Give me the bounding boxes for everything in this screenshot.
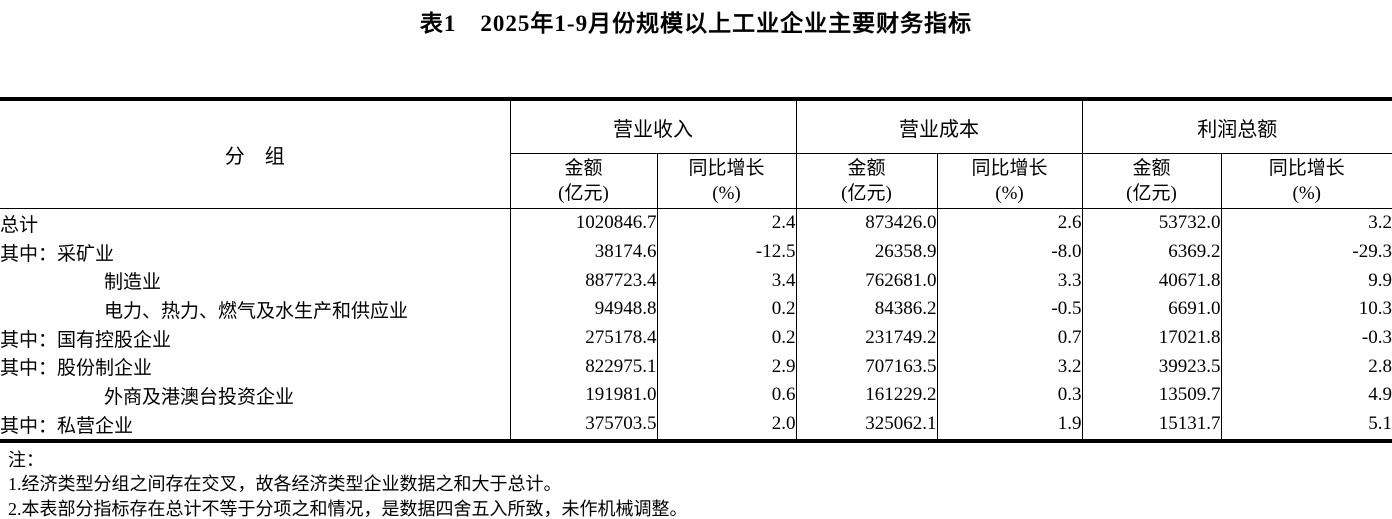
cell-profit-growth: 3.2 [1368, 212, 1392, 234]
header-operating-revenue: 营业收入 [510, 99, 797, 154]
cell-revenue-amount: 191981.0 [510, 381, 658, 410]
subheader-cost-amount-line1: 金额 [847, 158, 886, 179]
subheader-cost-amount: 金额 (亿元) [796, 153, 938, 209]
subheader-profit-growth-line1: 同比增长 [1268, 158, 1345, 179]
table-row: 其中：采矿业 38174.6 -12.5 26358.9 -8.0 6369.2… [0, 237, 1392, 267]
header-operating-cost: 营业成本 [796, 99, 1083, 154]
cell-revenue-growth: 0.2 [657, 323, 797, 353]
cell-cost-amount: 325062.1 [796, 409, 938, 441]
cell-cost-amount: 762681.0 [796, 266, 938, 296]
table-row: 其中：国有控股企业 275178.4 0.2 231749.2 0.7 1702… [0, 323, 1392, 353]
table-row: 外商及港澳台投资企业 191981.0 0.6 161229.2 0.3 135… [0, 381, 1392, 410]
cell-profit-growth: 5.1 [1368, 413, 1392, 435]
row-group-label: 制造业 [0, 266, 511, 296]
subheader-cost-growth: 同比增长 (%) [937, 153, 1083, 209]
cell-cost-amount: 26358.9 [796, 237, 938, 267]
table-row: 制造业 887723.4 3.4 762681.0 3.3 40671.8 9.… [0, 266, 1392, 296]
cell-revenue-growth: 0.6 [657, 381, 797, 410]
cell-cost-growth: -8.0 [937, 237, 1083, 267]
note-2: 2.本表部分指标存在总计不等于分项之和情况，是数据四舍五入所致，未作机械调整。 [8, 498, 688, 519]
cell-profit-growth: 2.8 [1368, 355, 1392, 377]
cell-cost-amount: 84386.2 [796, 295, 938, 324]
cell-profit-amount: 15131.7 [1082, 409, 1222, 441]
cell-revenue-amount: 1020846.7 [510, 208, 658, 238]
subheader-profit-amount-line1: 金额 [1132, 158, 1171, 179]
subheader-profit-growth-line2: (%) [1292, 183, 1321, 204]
row-group-label: 其中：国有控股企业 [0, 323, 511, 353]
subheader-revenue-amount-line1: 金额 [564, 158, 603, 179]
row-group-label: 电力、热力、燃气及水生产和供应业 [0, 295, 511, 324]
cell-cost-growth: 0.3 [937, 381, 1083, 410]
subheader-revenue-amount-line2: (亿元) [558, 183, 609, 204]
page-title: 表1 2025年1-9月份规模以上工业企业主要财务指标 [419, 11, 973, 36]
cell-revenue-amount: 887723.4 [510, 266, 658, 296]
cell-profit-amount: 40671.8 [1082, 266, 1222, 296]
cell-revenue-growth: 2.0 [657, 409, 797, 441]
cell-profit-amount: 39923.5 [1082, 352, 1222, 382]
row-group-label: 其中：私营企业 [0, 409, 511, 441]
cell-revenue-amount: 375703.5 [510, 409, 658, 441]
header-sub-row: 金额 (亿元) 同比增长 (%) 金额 (亿元) 同比增长 (%) 金额 ( [0, 153, 1392, 209]
table-row: 总计 1020846.7 2.4 873426.0 2.6 53732.0 3.… [0, 208, 1392, 238]
cell-cost-growth: 3.2 [937, 352, 1083, 382]
cell-cost-growth: 2.6 [937, 208, 1083, 238]
cell-cost-growth: 0.7 [937, 323, 1083, 353]
cell-profit-amount: 6691.0 [1082, 295, 1222, 324]
cell-revenue-amount: 38174.6 [510, 237, 658, 267]
cell-cost-amount: 231749.2 [796, 323, 938, 353]
cell-revenue-growth: 3.4 [657, 266, 797, 296]
subheader-profit-amount-line2: (亿元) [1126, 183, 1177, 204]
cell-cost-amount: 707163.5 [796, 352, 938, 382]
cell-revenue-amount: 822975.1 [510, 352, 658, 382]
cell-revenue-growth: -12.5 [657, 237, 797, 267]
subheader-cost-growth-line2: (%) [995, 183, 1024, 204]
subheader-revenue-growth-line1: 同比增长 [688, 158, 765, 179]
cell-revenue-growth: 2.9 [657, 352, 797, 382]
notes-label: 注： [8, 449, 44, 470]
cell-cost-growth: -0.5 [937, 295, 1083, 324]
cell-profit-amount: 53732.0 [1082, 208, 1222, 238]
header-group-row: 分 组 营业收入 营业成本 利润总额 [0, 99, 1392, 209]
cell-profit-amount: 17021.8 [1082, 323, 1222, 353]
cell-revenue-amount: 94948.8 [510, 295, 658, 324]
subheader-profit-amount: 金额 (亿元) [1082, 153, 1222, 209]
row-group-label: 外商及港澳台投资企业 [0, 381, 511, 410]
cell-cost-growth: 3.3 [937, 266, 1083, 296]
cell-profit-growth: 10.3 [1358, 298, 1392, 320]
subheader-profit-growth: 同比增长 (%) [1221, 153, 1392, 209]
cell-profit-growth: 4.9 [1368, 384, 1392, 406]
cell-cost-amount: 161229.2 [796, 381, 938, 410]
note-1: 1.经济类型分组之间存在交叉，故各经济类型企业数据之和大于总计。 [8, 474, 562, 494]
subheader-revenue-amount: 金额 (亿元) [510, 153, 658, 209]
cell-profit-growth: -29.3 [1352, 241, 1392, 263]
cell-cost-growth: 1.9 [937, 409, 1083, 441]
subheader-revenue-growth-line2: (%) [712, 183, 741, 204]
cell-revenue-growth: 0.2 [657, 295, 797, 324]
subheader-revenue-growth: 同比增长 (%) [657, 153, 797, 209]
cell-profit-growth: -0.3 [1361, 327, 1392, 349]
cell-revenue-amount: 275178.4 [510, 323, 658, 353]
cell-profit-amount: 13509.7 [1082, 381, 1222, 410]
header-group-column: 分 组 [0, 99, 511, 209]
financial-indicators-table: 分 组 营业收入 营业成本 利润总额 金额 (亿元) 同比增长 (%) 金额 (… [0, 97, 1392, 443]
subheader-cost-growth-line1: 同比增长 [971, 158, 1048, 179]
notes: 注： 1.经济类型分组之间存在交叉，故各经济类型企业数据之和大于总计。 2.本表… [8, 448, 1392, 519]
table-row: 其中：股份制企业 822975.1 2.9 707163.5 3.2 39923… [0, 352, 1392, 382]
table-row: 其中：私营企业 375703.5 2.0 325062.1 1.9 15131.… [0, 409, 1392, 441]
row-group-label: 总计 [0, 208, 511, 238]
cell-revenue-growth: 2.4 [657, 208, 797, 238]
subheader-cost-amount-line2: (亿元) [841, 183, 892, 204]
header-total-profit: 利润总额 [1082, 99, 1392, 154]
cell-cost-amount: 873426.0 [796, 208, 938, 238]
cell-profit-growth: 9.9 [1368, 269, 1392, 291]
cell-profit-amount: 6369.2 [1082, 237, 1222, 267]
row-group-label: 其中：采矿业 [0, 237, 511, 267]
row-group-label: 其中：股份制企业 [0, 352, 511, 382]
table-row: 电力、热力、燃气及水生产和供应业 94948.8 0.2 84386.2 -0.… [0, 295, 1392, 324]
